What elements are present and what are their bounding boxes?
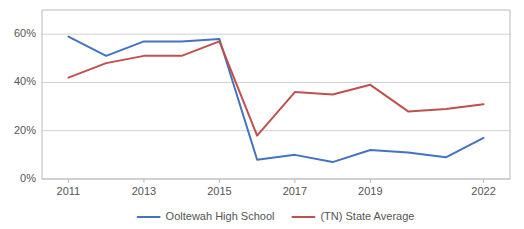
- x-tick: [294, 179, 295, 183]
- y-tick-label: 20%: [14, 124, 36, 136]
- x-tick-label: 2011: [57, 185, 81, 197]
- y-tick-label: 40%: [14, 75, 36, 87]
- x-tick: [370, 179, 371, 183]
- x-tick-label: 2017: [283, 185, 307, 197]
- legend-item: Ooltewah High School: [138, 210, 275, 222]
- x-tick-label: 2022: [471, 185, 495, 197]
- x-tick: [219, 179, 220, 183]
- x-tick-label: 2015: [207, 185, 231, 197]
- legend: Ooltewah High School (TN) State Average: [138, 210, 415, 222]
- grid-line: [42, 130, 510, 131]
- series-line: [68, 37, 483, 163]
- legend-item: (TN) State Average: [292, 210, 414, 222]
- plot-frame: [42, 10, 510, 179]
- x-tick: [483, 179, 484, 183]
- grid: [42, 34, 510, 179]
- series-group: [68, 37, 483, 163]
- grid-line: [42, 82, 510, 83]
- y-tick-label: 60%: [14, 27, 36, 39]
- x-tick-label: 2019: [358, 185, 382, 197]
- x-tick: [143, 179, 144, 183]
- legend-label: Ooltewah High School: [166, 210, 275, 222]
- legend-swatch: [292, 216, 314, 218]
- x-tick-label: 2013: [132, 185, 156, 197]
- y-tick-label: 0%: [20, 172, 36, 184]
- legend-label: (TN) State Average: [320, 210, 414, 222]
- chart: 0% 20% 40% 60% 2011 2013 2015 2017 2019 2022 Oolte…: [0, 0, 524, 229]
- legend-swatch: [138, 216, 160, 218]
- grid-line: [42, 34, 510, 35]
- x-tick: [68, 179, 69, 183]
- series-line: [68, 41, 483, 135]
